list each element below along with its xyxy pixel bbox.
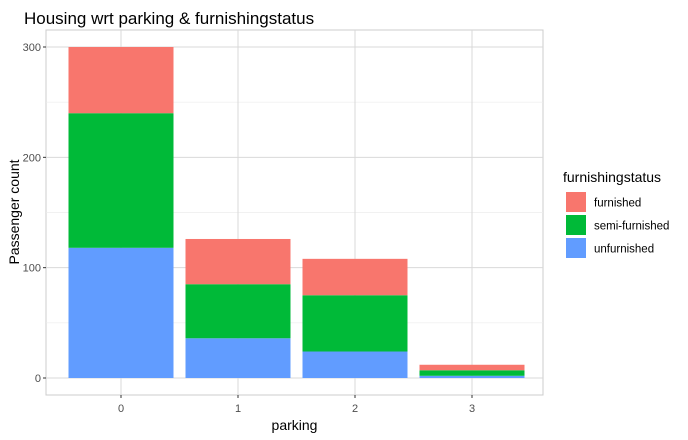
bar-furnished-1 [185, 238, 291, 285]
legend-label-unfurnished: unfurnished [594, 244, 654, 256]
legend-key-semi-furnished [566, 215, 586, 235]
bars [68, 47, 525, 378]
bar-unfurnished-3 [419, 375, 525, 378]
legend-title: furnishingstatus [563, 169, 661, 185]
legend-label-furnished: furnished [594, 198, 641, 210]
y-axis-title: Passenger count [6, 159, 22, 264]
bar-semi-furnished-0 [68, 113, 174, 248]
y-tick-label: 300 [23, 42, 41, 54]
bar-semi-furnished-1 [185, 284, 291, 339]
bar-furnished-3 [419, 364, 525, 371]
bar-furnished-2 [302, 258, 408, 296]
legend: furnishingstatus furnished semi-furnished… [563, 169, 669, 258]
chart-title: Housing wrt parking & furnishingstatus [24, 9, 314, 28]
x-tick-label: 3 [469, 403, 475, 415]
x-axis-ticks: 0 1 2 3 [118, 395, 475, 415]
x-tick-label: 1 [235, 403, 241, 415]
x-tick-label: 0 [118, 403, 124, 415]
legend-key-unfurnished [566, 238, 586, 258]
y-tick-label: 200 [23, 152, 41, 164]
legend-label-semi-furnished: semi-furnished [594, 221, 669, 233]
bar-furnished-0 [68, 47, 174, 114]
bar-unfurnished-0 [68, 247, 174, 378]
bar-semi-furnished-3 [419, 370, 525, 376]
legend-key-furnished [566, 192, 586, 212]
x-axis-title: parking [272, 417, 318, 433]
bar-semi-furnished-2 [302, 295, 408, 352]
x-tick-label: 2 [352, 403, 358, 415]
y-axis-ticks: 0 100 200 300 [23, 42, 46, 385]
bar-unfurnished-1 [185, 338, 291, 378]
y-tick-label: 0 [35, 373, 41, 385]
bar-unfurnished-2 [302, 351, 408, 378]
y-tick-label: 100 [23, 263, 41, 275]
